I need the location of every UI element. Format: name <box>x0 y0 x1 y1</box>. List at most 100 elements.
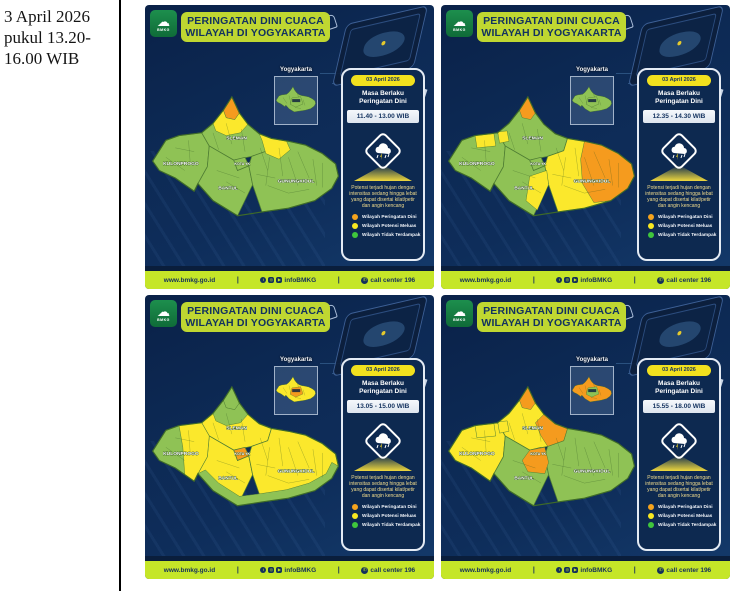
poster-grid: ☁ BMKG PERINGATAN DINI CUACA WILAYAH DI … <box>145 5 730 579</box>
legend-dot-green <box>648 522 654 528</box>
legend-label: Wilayah Potensi Meluas <box>362 513 417 519</box>
inset-map-label: Yogyakarta <box>576 67 608 73</box>
legend-label: Wilayah Potensi Meluas <box>658 223 713 229</box>
footer-social-handle: infoBMKG <box>284 566 317 574</box>
subdistrict-boundary-lines <box>461 123 619 194</box>
poster-title-line2: WILAYAH DI YOGYAKARTA <box>185 27 326 39</box>
instagram-icon: ◎ <box>268 567 275 573</box>
validity-label: Masa Berlaku Peringatan Dini <box>639 90 719 105</box>
district-label-kulonprogo: KULONPROGO <box>459 161 495 167</box>
validity-panel: 03 April 2026 Masa Berlaku Peringatan Di… <box>637 68 721 261</box>
footer-callcenter-group: ✆ call center 196 <box>657 566 712 574</box>
inset-boundary-lines <box>282 93 306 109</box>
legend-row: Wilayah Potensi Meluas <box>352 223 423 229</box>
valid-time: 11.40 - 13.00 WIB <box>347 110 419 123</box>
footer-callcenter-group: ✆ call center 196 <box>657 276 711 284</box>
poster-title-banner: PERINGATAN DINI CUACA WILAYAH DI YOGYAKA… <box>181 302 330 332</box>
bmkg-cloud-icon: ☁ <box>157 303 170 319</box>
inset-map <box>274 366 318 415</box>
legend-label: Wilayah Peringatan Dini <box>362 504 417 510</box>
inset-map <box>570 76 614 125</box>
footer-dark-strip <box>145 556 434 561</box>
legend: Wilayah Peringatan Dini Wilayah Potensi … <box>648 504 719 528</box>
youtube-icon: ▶ <box>276 567 283 573</box>
legend-label: Wilayah Tidak Terdampak <box>362 232 421 238</box>
weather-warning-poster: ☁ BMKG PERINGATAN DINI CUACA WILAYAH DI … <box>441 295 730 579</box>
twitter-icon: t <box>260 277 267 283</box>
district-kota-yogyakarta <box>529 156 546 171</box>
validity-label: Masa Berlaku Peringatan Dini <box>639 380 719 395</box>
warning-description: Potensi terjadi hujan dengan intensitas … <box>349 475 417 499</box>
instagram-icon: ◎ <box>564 277 571 283</box>
district-label-bantul: BANTUL <box>218 475 237 480</box>
footer-website: www.bmkg.go.id <box>163 276 216 284</box>
legend-row: Wilayah Potensi Meluas <box>352 513 423 519</box>
legend-row: Wilayah Tidak Terdampak <box>352 522 423 528</box>
legend-dot-green <box>352 522 358 528</box>
weather-warning-poster: ☁ BMKG PERINGATAN DINI CUACA WILAYAH DI … <box>441 5 730 289</box>
rain-cloud-icon <box>671 143 687 160</box>
bmkg-logo-label: BMKG <box>157 317 170 322</box>
legend-row: Wilayah Potensi Meluas <box>648 223 719 229</box>
district-label-sleman: SLEMAN <box>522 135 543 141</box>
youtube-icon: ▶ <box>276 277 283 283</box>
district-label-gunungkidul: GUNUNGKIDUL <box>278 179 315 185</box>
valid-time: 13.05 - 15.00 WIB <box>347 400 419 413</box>
district-label-kota: KOTA YK <box>234 162 250 166</box>
warning-description: Potensi terjadi hujan dengan intensitas … <box>645 475 713 499</box>
district-label-sleman: SLEMAN <box>226 425 247 431</box>
phone-icon: ✆ <box>657 566 665 574</box>
district-label-kota: KOTA YK <box>234 452 250 456</box>
legend-row: Wilayah Peringatan Dini <box>648 504 719 510</box>
bmkg-logo: ☁ BMKG <box>150 300 177 327</box>
legend: Wilayah Peringatan Dini Wilayah Potensi … <box>352 504 423 528</box>
footer-social-handle: infoBMKG <box>284 276 317 284</box>
inset-boundary-lines <box>578 383 602 399</box>
inset-map-svg <box>275 376 316 403</box>
bmkg-logo-label: BMKG <box>453 27 466 32</box>
province-outline <box>447 95 635 217</box>
footer-bar: www.bmkg.go.id | t ◎ ▶ infoBMKG | ✆ call… <box>441 271 730 289</box>
validity-label-line2: Peringatan Dini <box>655 97 703 105</box>
district-label-bantul: BANTUL <box>218 185 237 190</box>
rain-cloud-icon <box>375 433 391 450</box>
footer-call-center: call center 196 <box>666 566 712 574</box>
bmkg-cloud-icon: ☁ <box>453 303 466 319</box>
inset-map <box>570 366 614 415</box>
note-line: 16.00 WIB <box>4 49 80 68</box>
bmkg-logo: ☁ BMKG <box>446 10 473 37</box>
footer-social-handle: infoBMKG <box>580 276 613 284</box>
date-badge: 03 April 2026 <box>351 75 415 86</box>
legend-dot-yellow <box>352 223 358 229</box>
footer-divider: | <box>337 276 340 284</box>
phone-icon: ✆ <box>657 276 665 284</box>
subdistrict-boundary-lines <box>165 413 323 484</box>
poster-title-line1: PERINGATAN DINI CUACA <box>483 305 620 317</box>
rain-cloud-icon <box>375 143 391 160</box>
footer-social-group: t ◎ ▶ infoBMKG <box>260 567 316 574</box>
legend-row: Wilayah Peringatan Dini <box>648 214 719 220</box>
note-line: 3 April 2026 <box>4 7 90 26</box>
poster-title-line1: PERINGATAN DINI CUACA <box>187 305 324 317</box>
bmkg-logo-label: BMKG <box>157 27 170 32</box>
district-label-gunungkidul: GUNUNGKIDUL <box>574 469 611 475</box>
legend-label: Wilayah Tidak Terdampak <box>362 522 421 528</box>
date-badge: 03 April 2026 <box>647 75 711 86</box>
footer-divider: | <box>532 276 535 284</box>
table-column-divider <box>119 0 121 591</box>
rain-cloud-icon <box>671 433 687 450</box>
legend-dot-orange <box>352 214 358 220</box>
bmkg-logo: ☁ BMKG <box>150 10 177 37</box>
weather-warning-poster: ☁ BMKG PERINGATAN DINI CUACA WILAYAH DI … <box>145 295 434 579</box>
legend-dot-orange <box>648 504 654 510</box>
footer-callcenter-group: ✆ call center 196 <box>361 276 415 284</box>
footer-website: www.bmkg.go.id <box>459 566 512 574</box>
valid-time: 12.35 - 14.30 WIB <box>643 110 715 123</box>
legend-label: Wilayah Potensi Meluas <box>362 223 417 229</box>
inset-map-label: Yogyakarta <box>576 357 608 363</box>
province-map: KULONPROGO SLEMAN KOTA YK BANTUL GUNUNGK… <box>151 385 339 507</box>
legend-label: Wilayah Peringatan Dini <box>362 214 417 220</box>
legend-dot-green <box>352 232 358 238</box>
instagram-icon: ◎ <box>268 277 275 283</box>
inset-boundary-lines <box>282 383 306 399</box>
